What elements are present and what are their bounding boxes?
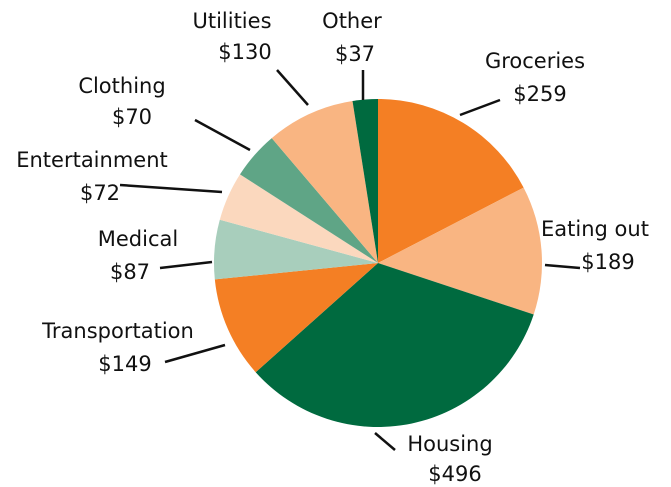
slice-value: $130 (218, 40, 271, 64)
leader-line (194, 118, 251, 152)
pie-slice (214, 219, 378, 280)
pie-slice (378, 187, 542, 315)
slice-value: $149 (98, 352, 151, 376)
pie-slice (219, 174, 378, 263)
pie-slice (239, 138, 378, 263)
leader-line (159, 260, 213, 270)
leader-line (374, 432, 396, 451)
pie-slice (255, 263, 534, 428)
leader-line (119, 183, 223, 194)
leader-line (544, 263, 581, 270)
slice-label: Medical (98, 227, 178, 251)
pie-slice (378, 99, 524, 263)
slice-value: $189 (581, 250, 634, 274)
slice-label: Other (322, 9, 382, 33)
slice-label: Groceries (485, 49, 585, 73)
pie-slice (271, 100, 378, 263)
slice-label: Housing (407, 432, 492, 456)
slice-label: Entertainment (16, 148, 168, 172)
slice-label: Clothing (78, 74, 165, 98)
pie-slice (214, 263, 378, 373)
slice-label: Utilities (192, 9, 271, 33)
leader-line (164, 343, 226, 364)
slice-value: $37 (335, 42, 375, 66)
slice-value: $70 (112, 105, 152, 129)
slice-value: $87 (110, 260, 150, 284)
leader-line (459, 98, 501, 117)
slice-value: $496 (428, 462, 481, 486)
slice-value: $259 (513, 82, 566, 106)
slice-label: Eating out (541, 217, 649, 241)
leader-line (276, 69, 309, 106)
slice-label: Transportation (41, 319, 194, 343)
pie-slice (352, 99, 378, 263)
slice-value: $72 (80, 181, 120, 205)
